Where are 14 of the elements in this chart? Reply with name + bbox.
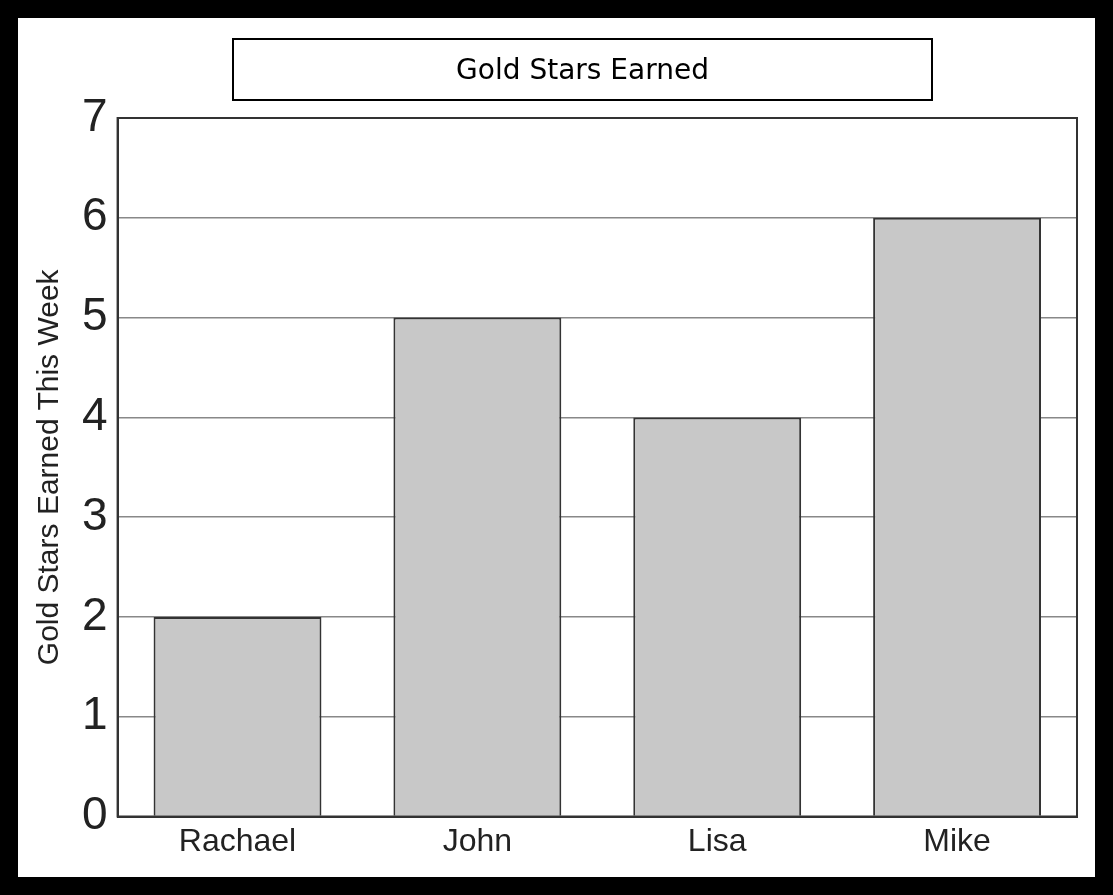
y-tick-label: 4 <box>81 388 108 441</box>
chart-title: Gold Stars Earned <box>232 38 933 101</box>
x-tick-label: John <box>442 821 513 858</box>
y-tick-label: 6 <box>81 188 108 241</box>
y-tick-label: 7 <box>81 88 108 141</box>
x-tick-label: Mike <box>923 821 991 858</box>
y-tick-label: 3 <box>81 487 108 540</box>
x-tick-label: Rachael <box>178 821 297 858</box>
y-tick-label: 2 <box>81 587 108 640</box>
y-tick-label: 5 <box>81 288 108 341</box>
x-tick-label: Lisa <box>687 821 747 858</box>
y-tick-label: 0 <box>81 787 108 840</box>
y-tick-label: 1 <box>81 687 108 740</box>
y-axis-title: Gold Stars Earned This Week <box>31 268 65 666</box>
